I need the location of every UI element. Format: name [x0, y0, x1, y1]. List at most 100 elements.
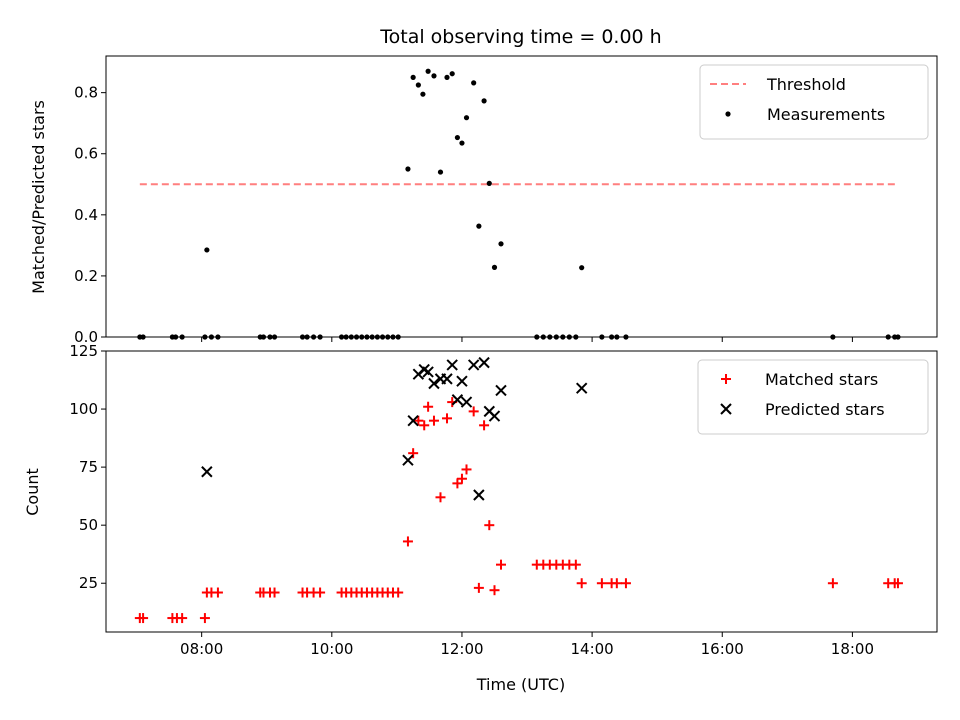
predicted-stars-point	[402, 454, 414, 466]
predicted-stars-point	[451, 394, 464, 406]
measurement-point	[481, 98, 487, 104]
matched-stars-point	[269, 587, 280, 598]
bottom-x-tick-label: 08:00	[180, 640, 223, 658]
bottom-y-axis-label: Count	[23, 468, 42, 516]
predicted-stars-point	[201, 466, 213, 478]
matched-stars-point	[419, 420, 430, 431]
matched-stars-point	[177, 613, 188, 624]
matched-stars-point	[611, 578, 622, 589]
predicted-stars-point	[495, 384, 507, 397]
measurement-point	[498, 241, 504, 247]
measurement-point	[415, 82, 421, 88]
matched-stars-point	[435, 492, 446, 503]
predicted-stars-point	[441, 373, 453, 385]
matched-stars-point	[576, 578, 587, 589]
measurement-point	[486, 180, 492, 186]
bottom-legend: Matched stars Predicted stars	[697, 359, 929, 435]
bottom-y-tick-label: 125	[69, 342, 98, 360]
bottom-ticks: 25 50 75 100 125 08:00 10:00 12:00 14:00 16:00 18:…	[69, 342, 874, 658]
bottom-axes-frame	[105, 350, 938, 633]
matched-stars-point	[489, 585, 500, 596]
x-axis-label: Time (UTC)	[476, 675, 565, 694]
measurement-point	[204, 247, 210, 253]
measurement-point	[454, 134, 461, 141]
legend-matched-swatch	[721, 374, 731, 384]
predicted-stars-point	[446, 359, 458, 371]
matched-stars-point	[496, 559, 507, 570]
matched-stars-point	[596, 578, 607, 589]
legend-predicted-swatch	[720, 403, 732, 415]
top-y-tick-label: 0.4	[74, 206, 98, 224]
measurement-point	[471, 80, 477, 86]
predicted-stars-point	[460, 396, 473, 408]
measurement-point	[491, 264, 498, 270]
bottom-y-tick-label: 50	[79, 516, 98, 534]
bottom-x-tick-label: 16:00	[701, 640, 744, 658]
bottom-plot-marks	[134, 356, 903, 624]
measurement-point	[431, 73, 437, 79]
top-ticks: 0.0 0.2 0.4 0.6 0.8	[74, 84, 853, 346]
matched-stars-point	[413, 415, 424, 426]
predicted-stars-point	[473, 489, 485, 501]
top-legend: Threshold Measurements	[699, 64, 929, 140]
top-y-tick-label: 0.0	[74, 328, 98, 346]
bottom-y-tick-label: 100	[69, 400, 98, 418]
bottom-legend-box	[697, 359, 929, 435]
matched-stars-point	[393, 587, 404, 598]
predicted-stars-point	[428, 377, 440, 390]
measurement-point	[444, 74, 450, 80]
matched-stars-point	[461, 464, 472, 475]
legend-entry-label: Measurements	[767, 105, 885, 124]
predicted-stars-point	[488, 410, 501, 422]
bottom-y-tick-label: 75	[79, 458, 98, 476]
measurement-point	[459, 140, 465, 146]
top-y-tick-label: 0.6	[74, 145, 98, 163]
bottom-panel: 25 50 75 100 125 08:00 10:00 12:00 14:00 16:00 18:…	[23, 342, 938, 694]
legend-entry-label: Predicted stars	[765, 400, 885, 419]
figure-title: Total observing time = 0.00 h	[379, 26, 661, 48]
top-legend-box	[699, 64, 929, 140]
matched-stars-point	[452, 478, 463, 489]
measurement-point	[437, 169, 444, 175]
predicted-stars-point	[478, 356, 490, 369]
bottom-x-tick-label: 18:00	[831, 640, 874, 658]
predicted-stars-point	[467, 359, 480, 371]
matched-stars-point	[423, 401, 434, 412]
matched-stars-point	[892, 578, 903, 589]
measurement-point	[579, 265, 585, 271]
matched-stars-point	[827, 578, 838, 589]
matched-stars-point	[468, 406, 479, 417]
top-y-tick-label: 0.8	[74, 84, 98, 102]
measurement-point	[476, 223, 482, 229]
matched-stars-point	[473, 582, 484, 593]
matched-stars-point	[456, 473, 467, 484]
predicted-stars-point	[407, 414, 419, 427]
matched-stars-point	[479, 420, 490, 431]
matched-stars-point	[138, 613, 149, 624]
bottom-y-tick-label: 25	[79, 574, 98, 592]
measurement-point	[463, 115, 470, 121]
matched-stars-point	[402, 536, 413, 547]
predicted-stars-point	[456, 375, 468, 387]
top-y-tick-label: 0.2	[74, 267, 98, 285]
matched-stars-point	[199, 613, 210, 624]
matched-stars-point	[315, 587, 326, 598]
measurement-point	[449, 71, 455, 77]
legend-entry-label: Threshold	[766, 75, 846, 94]
top-axes-frame	[105, 55, 938, 338]
bottom-x-tick-label: 14:00	[570, 640, 613, 658]
predicted-stars-point	[575, 382, 588, 394]
predicted-stars-point	[422, 366, 434, 378]
matched-stars-point	[408, 448, 419, 459]
measurement-point	[420, 91, 426, 97]
legend-measurements-swatch	[725, 111, 731, 117]
measurement-point	[410, 74, 416, 80]
measurement-point	[425, 68, 431, 74]
matched-stars-point	[484, 520, 495, 531]
bottom-x-tick-label: 12:00	[440, 640, 483, 658]
top-y-axis-label: Matched/Predicted stars	[29, 100, 48, 294]
top-panel: 0.00.20.40.60.8 Matched/Predicted stars …	[29, 55, 938, 346]
matched-stars-point	[570, 559, 581, 570]
matched-stars-point	[620, 578, 631, 589]
